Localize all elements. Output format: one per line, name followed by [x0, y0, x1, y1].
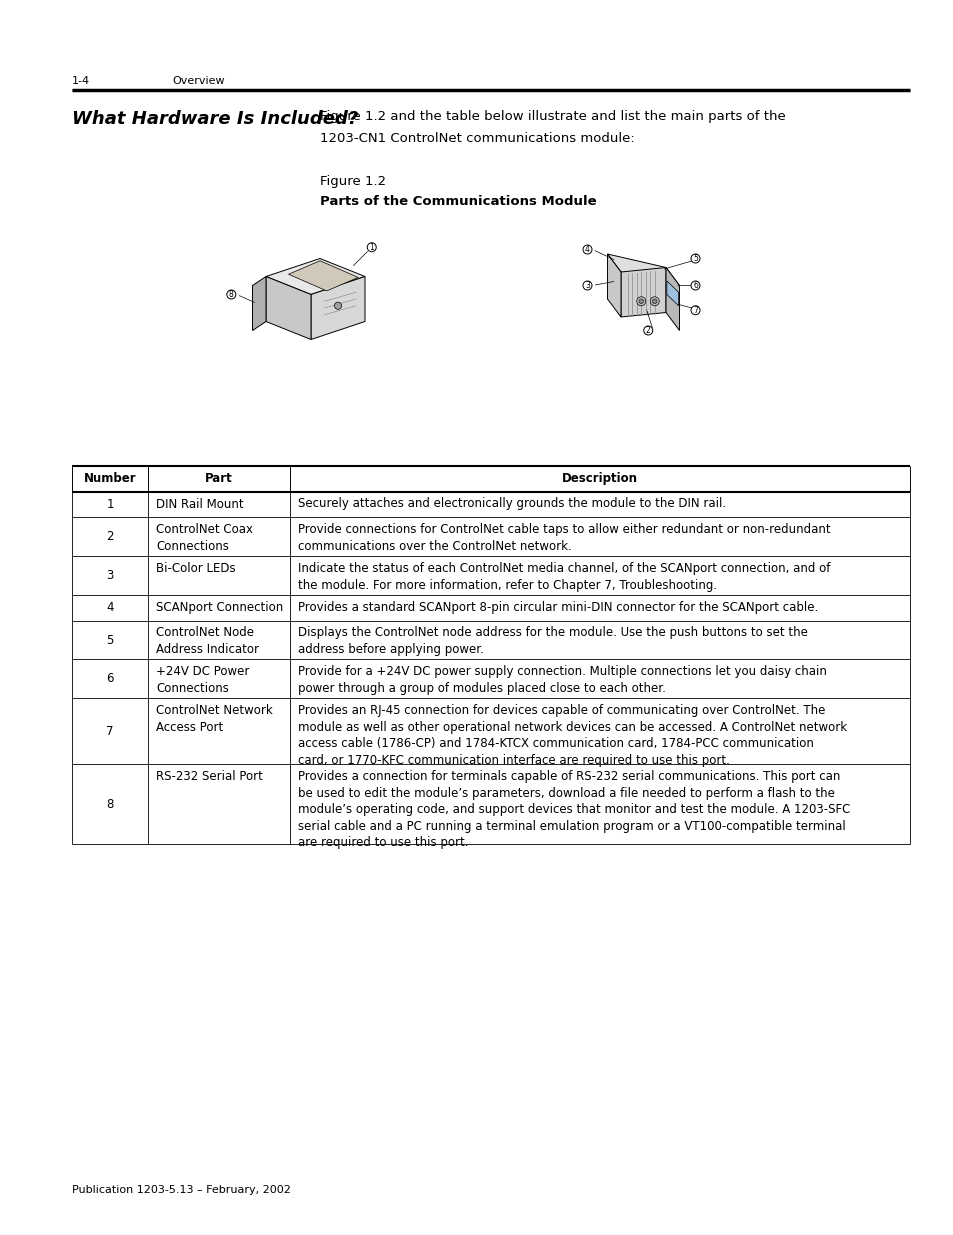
- Text: Figure 1.2: Figure 1.2: [319, 175, 386, 188]
- Circle shape: [690, 254, 700, 263]
- Text: Displays the ControlNet node address for the module. Use the push buttons to set: Displays the ControlNet node address for…: [297, 626, 807, 656]
- Text: Provides an RJ-45 connection for devices capable of communicating over ControlNe: Provides an RJ-45 connection for devices…: [297, 704, 846, 767]
- Text: Publication 1203-5.13 – February, 2002: Publication 1203-5.13 – February, 2002: [71, 1186, 291, 1195]
- Text: What Hardware Is Included?: What Hardware Is Included?: [71, 110, 358, 128]
- Circle shape: [367, 243, 375, 252]
- Circle shape: [227, 290, 235, 299]
- Text: 8: 8: [229, 290, 233, 299]
- Circle shape: [335, 303, 341, 309]
- Text: 4: 4: [584, 245, 589, 254]
- Circle shape: [650, 296, 659, 306]
- Text: 1: 1: [106, 498, 113, 511]
- Text: ControlNet Coax
Connections: ControlNet Coax Connections: [156, 522, 253, 552]
- Text: Parts of the Communications Module: Parts of the Communications Module: [319, 195, 596, 207]
- Polygon shape: [253, 277, 266, 331]
- Text: +24V DC Power
Connections: +24V DC Power Connections: [156, 666, 249, 695]
- Circle shape: [652, 299, 657, 304]
- Text: SCANport Connection: SCANport Connection: [156, 601, 283, 614]
- Polygon shape: [288, 261, 358, 291]
- Text: 1-4: 1-4: [71, 77, 90, 86]
- Text: 4: 4: [106, 601, 113, 614]
- Text: 3: 3: [106, 569, 113, 582]
- Polygon shape: [666, 282, 678, 306]
- Text: Overview: Overview: [172, 77, 224, 86]
- Text: Provide connections for ControlNet cable taps to allow either redundant or non-r: Provide connections for ControlNet cable…: [297, 522, 830, 552]
- Text: 6: 6: [106, 673, 113, 685]
- Text: 7: 7: [692, 306, 698, 315]
- Text: Indicate the status of each ControlNet media channel, of the SCANport connection: Indicate the status of each ControlNet m…: [297, 562, 829, 592]
- Polygon shape: [665, 268, 679, 331]
- Text: 2: 2: [106, 530, 113, 543]
- Text: 7: 7: [106, 725, 113, 739]
- Text: Number: Number: [84, 472, 136, 485]
- Circle shape: [643, 326, 652, 335]
- Text: 1203-CN1 ControlNet communications module:: 1203-CN1 ControlNet communications modul…: [319, 132, 634, 144]
- Circle shape: [639, 299, 643, 304]
- Polygon shape: [266, 277, 311, 340]
- Text: Provides a standard SCANport 8-pin circular mini-DIN connector for the SCANport : Provides a standard SCANport 8-pin circu…: [297, 601, 818, 614]
- Polygon shape: [607, 254, 679, 285]
- Circle shape: [690, 282, 700, 290]
- Text: 5: 5: [692, 254, 698, 263]
- Text: 1: 1: [369, 243, 374, 252]
- Text: Securely attaches and electronically grounds the module to the DIN rail.: Securely attaches and electronically gro…: [297, 498, 725, 510]
- Circle shape: [582, 282, 592, 290]
- Text: ControlNet Network
Access Port: ControlNet Network Access Port: [156, 704, 273, 734]
- Text: 3: 3: [584, 282, 589, 290]
- Text: ControlNet Node
Address Indicator: ControlNet Node Address Indicator: [156, 626, 258, 656]
- Text: Provide for a +24V DC power supply connection. Multiple connections let you dais: Provide for a +24V DC power supply conne…: [297, 666, 826, 695]
- Text: Part: Part: [205, 472, 233, 485]
- Text: 8: 8: [106, 798, 113, 810]
- Circle shape: [636, 296, 645, 306]
- Text: RS-232 Serial Port: RS-232 Serial Port: [156, 771, 263, 783]
- Circle shape: [582, 245, 592, 254]
- Text: Description: Description: [561, 472, 638, 485]
- Text: 6: 6: [692, 282, 698, 290]
- Polygon shape: [620, 268, 665, 317]
- Text: 5: 5: [106, 634, 113, 646]
- Polygon shape: [266, 258, 365, 294]
- Polygon shape: [311, 277, 365, 340]
- Circle shape: [690, 306, 700, 315]
- Text: 2: 2: [645, 326, 650, 335]
- Text: Provides a connection for terminals capable of RS-232 serial communications. Thi: Provides a connection for terminals capa…: [297, 771, 849, 850]
- Text: Bi-Color LEDs: Bi-Color LEDs: [156, 562, 235, 576]
- Text: Figure 1.2 and the table below illustrate and list the main parts of the: Figure 1.2 and the table below illustrat…: [319, 110, 785, 124]
- Polygon shape: [607, 254, 620, 317]
- Text: DIN Rail Mount: DIN Rail Mount: [156, 498, 243, 510]
